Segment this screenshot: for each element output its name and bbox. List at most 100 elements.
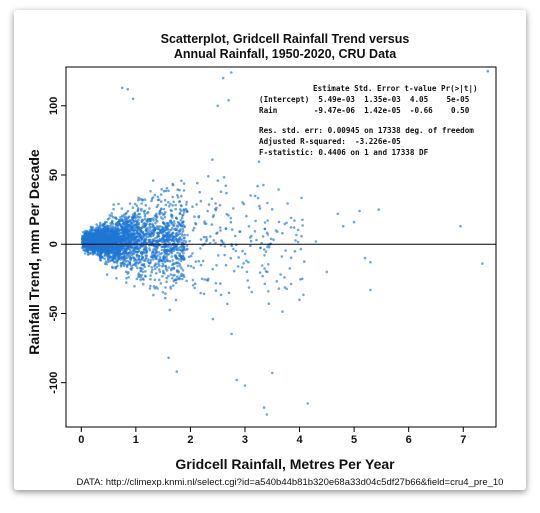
- scatter-point: [169, 287, 173, 290]
- scatter-point: [214, 207, 217, 211]
- scatter-point: [147, 230, 151, 233]
- scatter-point: [131, 246, 134, 249]
- scatter-point: [253, 194, 257, 198]
- scatter-point: [135, 277, 139, 281]
- scatter-point: [179, 265, 182, 268]
- scatter-point: [160, 245, 164, 248]
- scatter-point: [277, 220, 281, 224]
- scatter-point: [266, 219, 270, 222]
- scatter-point: [83, 239, 86, 243]
- scatter-point: [195, 203, 198, 206]
- regression-row-rain: Rain -9.47e-06 1.42e-05 -0.66 0.50: [259, 106, 470, 115]
- scatter-point: [162, 189, 166, 193]
- scatter-point: [230, 332, 233, 336]
- scatter-point: [130, 226, 134, 229]
- scatter-point: [89, 234, 92, 238]
- scatter-point: [134, 258, 138, 261]
- scatter-point: [187, 255, 191, 259]
- scatter-point: [135, 253, 139, 257]
- scatter-point: [134, 217, 137, 220]
- scatter-point: [211, 215, 215, 218]
- scatter-point: [267, 263, 270, 266]
- scatter-point: [149, 219, 152, 223]
- scatter-point: [138, 274, 142, 277]
- scatter-point: [148, 225, 151, 229]
- scatter-point: [170, 232, 174, 236]
- scatter-point: [218, 226, 222, 229]
- scatter-point: [115, 231, 118, 234]
- scatter-point: [174, 254, 178, 257]
- scatter-point: [119, 264, 123, 267]
- scatter-point: [189, 254, 193, 258]
- scatter-point: [199, 263, 203, 267]
- scatter-point: [301, 277, 304, 281]
- scatter-point: [174, 244, 178, 247]
- scatter-point: [189, 264, 193, 268]
- scatter-point: [369, 288, 372, 292]
- scatter-point: [113, 249, 117, 253]
- scatter-point: [122, 231, 125, 235]
- scatter-point: [117, 246, 121, 249]
- scatter-point: [162, 238, 166, 242]
- scatter-point: [121, 256, 124, 259]
- scatter-point: [147, 261, 151, 265]
- scatter-point: [247, 225, 251, 228]
- scatter-point: [159, 239, 162, 242]
- x-tick-label: 5: [351, 434, 357, 446]
- scatter-point: [178, 222, 181, 226]
- scatter-point: [169, 244, 172, 248]
- scatter-point: [249, 194, 252, 197]
- scatter-point: [133, 211, 137, 215]
- scatter-point: [243, 252, 247, 256]
- scatter-point: [135, 204, 139, 207]
- scatter-point: [140, 209, 143, 212]
- scatter-point: [219, 293, 223, 297]
- scatter-point: [207, 175, 210, 178]
- scatter-point: [100, 255, 104, 259]
- scatter-point: [169, 209, 173, 212]
- scatter-point: [167, 266, 170, 269]
- scatter-point: [116, 221, 119, 224]
- scatter-points: [81, 69, 490, 416]
- scatter-point: [177, 276, 181, 280]
- scatter-point: [325, 270, 329, 274]
- scatter-point: [110, 212, 114, 215]
- scatter-point: [242, 202, 246, 206]
- scatter-point: [223, 245, 227, 248]
- scatter-point: [205, 235, 208, 239]
- scatter-point: [96, 241, 99, 245]
- data-source-footer: DATA: http://climexp.knmi.nl/select.cgi?…: [77, 477, 504, 488]
- scatter-point: [101, 224, 104, 228]
- scatter-point: [92, 252, 96, 255]
- scatter-point: [111, 225, 115, 228]
- scatter-point: [154, 263, 157, 267]
- scatter-point: [230, 228, 234, 231]
- scatter-point: [162, 221, 165, 225]
- scatter-point: [191, 205, 194, 208]
- scatter-point: [211, 267, 214, 271]
- scatter-point: [108, 235, 112, 239]
- scatter-point: [159, 208, 163, 211]
- scatter-point: [175, 275, 179, 279]
- scatter-point: [148, 207, 151, 210]
- y-tick-label: 100: [48, 97, 60, 115]
- scatter-point: [226, 302, 229, 306]
- scatter-point: [174, 281, 178, 285]
- scatter-point: [182, 189, 186, 192]
- scatter-point: [245, 259, 248, 263]
- scatter-point: [121, 218, 124, 222]
- scatter-point: [180, 224, 183, 228]
- scatter-point: [163, 260, 167, 264]
- scatter-point: [152, 285, 156, 288]
- scatter-point: [109, 250, 113, 253]
- scatter-point: [170, 267, 173, 270]
- x-tick-label: 3: [242, 434, 248, 446]
- scatter-point: [128, 202, 132, 205]
- scatter-point: [165, 186, 169, 190]
- scatter-point: [148, 238, 152, 242]
- scatter-point: [112, 230, 115, 234]
- scatter-point: [96, 251, 100, 255]
- scatter-point: [136, 207, 140, 210]
- regression-row-intercept: (Intercept) 5.49e-03 1.35e-03 4.05 5e-05: [259, 95, 470, 104]
